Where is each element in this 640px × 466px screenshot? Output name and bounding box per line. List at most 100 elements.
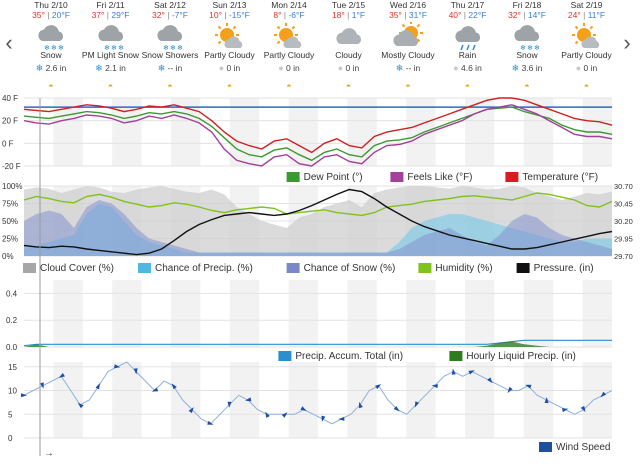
legend-swatch [505,172,519,182]
precip-symbol-icon: ● [575,63,582,73]
y-tick-label: 10 [8,387,17,396]
legend-label: Pressure. (in) [534,263,594,274]
svg-text:❄: ❄ [527,44,533,50]
wind-direction-arrow-icon [580,405,586,413]
svg-text:❄: ❄ [177,44,183,50]
night-band [288,186,318,256]
day-temps: 37° | 29°F [91,10,130,20]
day-temps: 32° | -7°F [152,10,188,20]
wind-direction-arrow-icon [77,402,84,409]
day-column[interactable]: Thu 2/17 40° | 22°F Rain ● 4.6 in ◓ [439,0,497,98]
low-temp: -7°F [171,10,188,20]
day-temps: 24° | 11°F [567,10,606,20]
night-band [53,280,83,347]
day-column[interactable]: Sat 2/19 24° | 11°F Partly Cloudy ● 0 in ◓ [558,0,616,98]
high-temp: 40° [448,10,462,20]
svg-text:❄: ❄ [118,44,124,50]
day-column[interactable]: Wed 2/16 35° | 31°F Mostly Cloudy ❄ -- in ◓ [379,0,437,98]
precip-symbol-icon: ● [337,63,344,73]
next-arrow-button[interactable]: › [623,30,631,55]
partly-cloudy-icon [272,22,306,50]
low-temp: 29°F [111,10,130,20]
night-band [288,98,318,166]
high-temp: 10° [209,10,223,20]
day-condition: Cloudy [335,50,362,60]
cloudy-icon [332,22,366,50]
night-band [347,186,377,256]
night-band [582,280,612,347]
svg-text:❄: ❄ [44,44,50,50]
previous-arrow-button[interactable]: ‹ [5,30,13,55]
day-precip: ● 0 in [558,63,616,73]
night-band [582,186,612,256]
day-column[interactable]: Sat 2/12 32° | -7°F ❄ ❄ ❄ Snow Showers ❄ -- in… [141,0,199,98]
wind-speed-line [23,361,613,425]
legend-swatch [418,263,432,273]
y-tick-label: -20 F [2,162,21,171]
high-temp: 8° [273,10,282,20]
svg-text:❄: ❄ [170,44,176,50]
low-temp: 22°F [468,10,487,20]
y-tick-label: 100% [2,182,22,191]
wind-direction-arrow-icon [600,391,607,398]
day-condition: Rain [458,50,477,60]
legend-swatch [390,172,404,182]
low-temp: 31°F [408,10,427,20]
day-date: Sat 2/19 [570,0,603,10]
wind-direction-arrow-icon [359,401,363,409]
high-temp: 35° [389,10,402,20]
snow-icon: ❄ ❄ ❄ [153,22,187,52]
day-column[interactable]: Thu 2/10 35° | 20°F ❄ ❄ ❄ Snow ❄ 2.6 in ◓ [22,0,80,98]
night-band [523,362,554,438]
svg-text:❄: ❄ [51,44,57,50]
day-column[interactable]: Fri 2/11 37° | 29°F ❄ ❄ ❄ PM Light Snow ❄ 2.1 … [82,0,140,98]
night-band [288,280,318,347]
legend-swatch [138,263,151,273]
y-tick-label: 0.0 [6,343,18,352]
high-temp: 35° [32,10,45,20]
y-tick-label: 0 [8,434,13,443]
precip-amount: 0 in [345,63,360,73]
night-band [582,98,612,166]
precip-amount: 3.6 in [521,63,543,73]
low-temp: -15°F [228,10,250,20]
low-temp: 11°F [587,10,606,20]
day-column[interactable]: Fri 2/18 32° | 14°F ❄ ❄ ❄ Snow ❄ 3.6 in ◓ [498,0,556,98]
precip-chance-area [24,203,612,256]
day-column[interactable]: Mon 2/14 8° | -6°F Partly Cloudy ● 0 in ◓ [260,0,318,98]
sunrise-sunset-icon: ◓ [226,81,233,91]
sunrise-sunset-icon: ◓ [464,81,471,91]
night-band [112,186,142,256]
precip-symbol-icon: ● [453,63,459,73]
sunrise-sunset-icon: ◓ [524,81,530,91]
y-tick-label: 25% [2,235,18,244]
high-temp: 37° [91,10,105,20]
y-tick-label: 20 F [2,117,18,126]
wind-direction-arrow-icon [151,387,159,392]
sunrise-sunset-icon: ◓ [345,81,352,91]
legend-label: Dew Point (°) [304,172,363,183]
precip-amount: 0 in [226,63,241,73]
precip-amount: -- in [405,63,421,73]
precip-accum-line [23,339,612,347]
high-temp: 32° [508,10,521,20]
wind-direction-arrow-icon [265,411,270,418]
day-precip: ❄ 2.6 in [22,63,80,73]
y2-tick-label: 30.45 [614,200,633,209]
snow-icon: ❄ ❄ ❄ [94,22,128,52]
legend-label: Precip. Accum. Total (in) [295,351,403,362]
high-temp: 24° [567,10,581,20]
day-column[interactable]: Sun 2/13 10° | -15°F Partly Cloudy ● 0 in ◓ [201,0,259,98]
wind-direction-arrow-icon [245,397,252,402]
night-band [53,362,83,438]
night-band [465,362,495,438]
forward-arrow-icon: → [44,448,54,459]
svg-text:❄: ❄ [111,44,117,50]
night-band [582,362,612,438]
legend-label: Hourly Liquid Precip. (in) [466,351,576,362]
night-band [229,362,260,438]
snow-icon: ❄ ❄ ❄ [510,22,544,52]
precip-amount: -- in [167,63,183,73]
day-date: Thu 2/17 [450,0,485,10]
day-column[interactable]: Tue 2/15 18° | 1°F Cloudy ● 0 in ◓ [320,0,378,98]
